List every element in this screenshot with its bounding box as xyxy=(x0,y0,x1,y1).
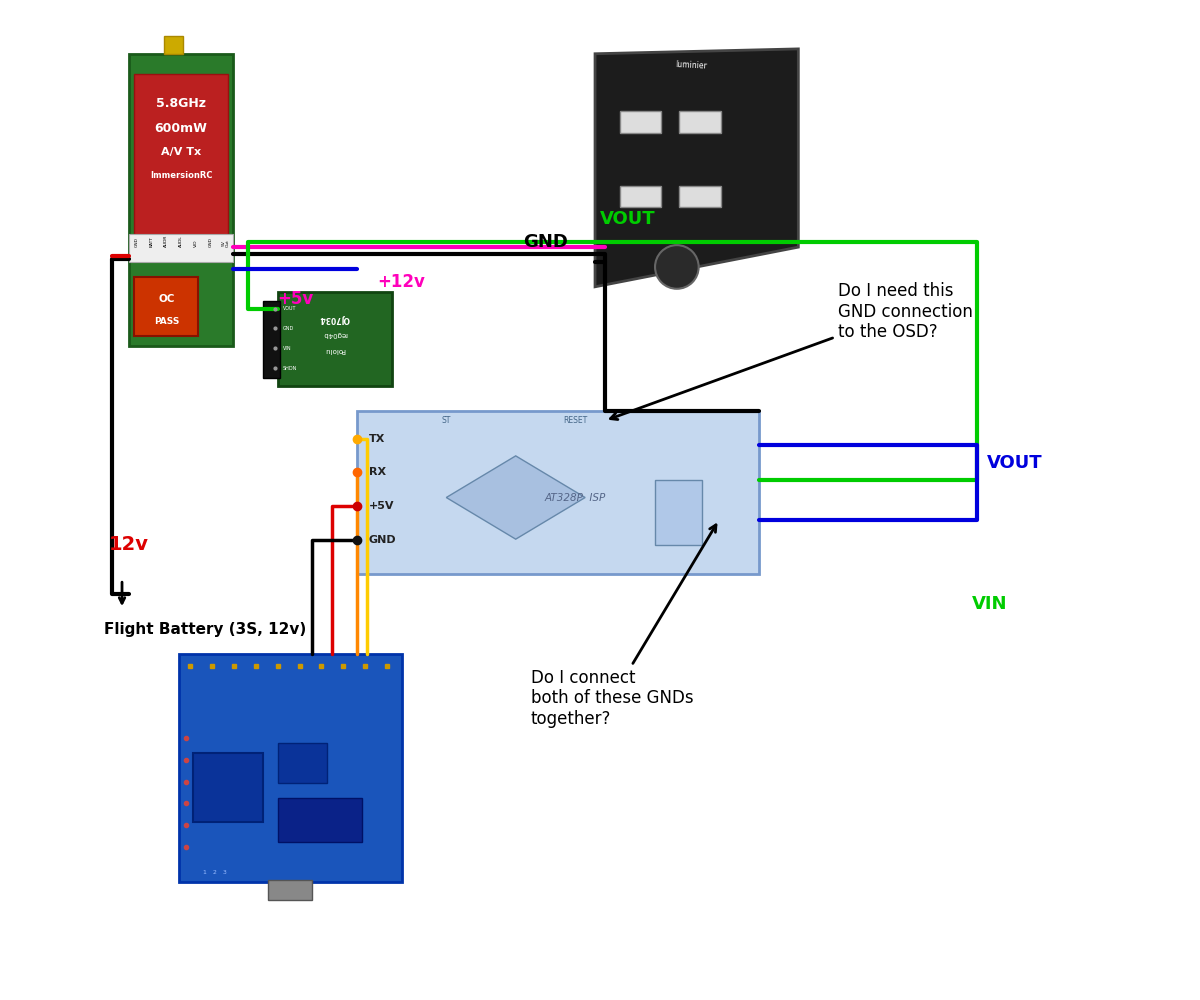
Bar xyxy=(163,36,184,54)
Bar xyxy=(277,743,328,783)
Text: luminier: luminier xyxy=(676,60,708,71)
Text: GND: GND xyxy=(523,233,568,251)
Text: VOUT: VOUT xyxy=(283,306,296,311)
Text: +5V: +5V xyxy=(368,501,395,511)
Bar xyxy=(654,480,702,545)
Bar xyxy=(679,111,721,133)
Text: ST: ST xyxy=(442,416,451,425)
Text: 5V
Out: 5V Out xyxy=(221,239,230,247)
Text: VIN: VIN xyxy=(283,346,292,351)
Bar xyxy=(179,654,402,882)
Text: 5.8GHz: 5.8GHz xyxy=(156,97,206,110)
Text: Pololu: Pololu xyxy=(324,347,346,353)
Polygon shape xyxy=(595,49,798,287)
Text: VOUT: VOUT xyxy=(600,210,655,228)
Text: Flight Battery (3S, 12v): Flight Battery (3S, 12v) xyxy=(104,622,306,637)
Circle shape xyxy=(655,245,698,289)
Text: VID: VID xyxy=(194,240,198,247)
Text: RESET: RESET xyxy=(563,416,587,425)
Text: OC: OC xyxy=(158,294,175,304)
Text: AUDR: AUDR xyxy=(164,235,168,247)
Bar xyxy=(620,186,661,207)
Text: 12v: 12v xyxy=(109,535,149,554)
Text: RX: RX xyxy=(368,467,386,477)
Bar xyxy=(128,234,233,262)
Text: GND: GND xyxy=(368,535,396,545)
Bar xyxy=(269,880,312,900)
Text: VIN: VIN xyxy=(972,595,1007,613)
Bar xyxy=(128,54,233,346)
Text: 600mW: 600mW xyxy=(155,122,208,135)
Bar xyxy=(134,74,228,237)
Text: AUDL: AUDL xyxy=(179,235,184,247)
Bar xyxy=(277,292,391,386)
Text: ImmersionRC: ImmersionRC xyxy=(150,171,212,180)
Bar xyxy=(620,111,661,133)
Text: Do I connect
both of these GNDs
together?: Do I connect both of these GNDs together… xyxy=(530,525,716,728)
Text: A/V Tx: A/V Tx xyxy=(161,147,202,157)
Bar xyxy=(654,480,702,545)
Text: SHDN: SHDN xyxy=(283,366,298,371)
Text: OJ7034: OJ7034 xyxy=(319,314,350,323)
Bar xyxy=(679,186,721,207)
Bar xyxy=(134,277,198,336)
Text: GND: GND xyxy=(134,237,138,247)
Bar xyxy=(263,301,280,378)
Text: VOUT: VOUT xyxy=(986,454,1043,472)
Text: +12v: +12v xyxy=(377,273,425,291)
Text: reg04b: reg04b xyxy=(323,331,347,337)
Bar xyxy=(358,411,758,574)
Bar xyxy=(193,753,263,822)
Text: Do I need this
GND connection
to the OSD?: Do I need this GND connection to the OSD… xyxy=(611,282,973,420)
Text: GND: GND xyxy=(283,326,294,331)
Bar xyxy=(277,798,362,842)
Text: GND: GND xyxy=(209,237,212,247)
Polygon shape xyxy=(446,456,586,539)
Text: +5v: +5v xyxy=(277,290,314,308)
Text: PASS: PASS xyxy=(154,317,179,326)
Text: 1   2   3: 1 2 3 xyxy=(203,870,227,875)
Text: BATT: BATT xyxy=(149,236,154,247)
Text: TX: TX xyxy=(368,434,385,444)
Text: AT328P  ISP: AT328P ISP xyxy=(545,493,606,503)
